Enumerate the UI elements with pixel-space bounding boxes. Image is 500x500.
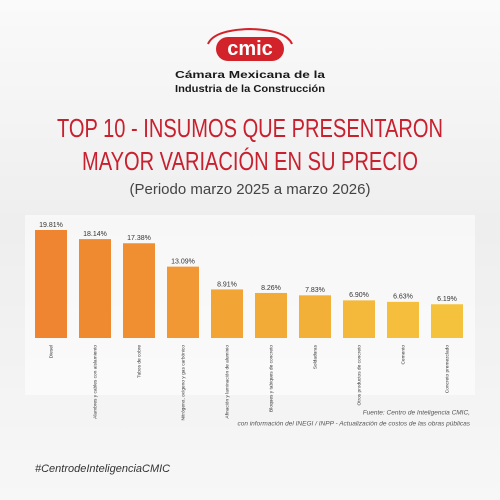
value-label: 13.09% — [171, 258, 195, 265]
value-label: 6.90% — [349, 292, 369, 299]
value-label: 18.14% — [83, 231, 107, 238]
value-label: 17.38% — [127, 235, 151, 242]
plot: 19.81% Diesel 18.14% Alambres y cables con … — [35, 222, 463, 421]
bar — [35, 230, 67, 338]
bar — [167, 266, 199, 338]
value-label: 8.26% — [261, 285, 281, 292]
x-tick-label: Afinación y laminación de aluminio — [224, 345, 230, 419]
logo-text: cmic — [227, 38, 273, 60]
x-tick-label: Otros productos de concreto — [356, 345, 362, 406]
x-tick-label: Diesel — [48, 345, 54, 358]
bar — [211, 289, 243, 338]
x-tick-label: Nitrógeno, oxígeno y gas carbónico — [180, 345, 186, 421]
value-label: 7.83% — [305, 287, 325, 294]
x-tick-label: Concreto premezclado — [444, 345, 450, 394]
bar — [79, 239, 111, 338]
organization: Industria de la Construcción — [175, 83, 325, 95]
logo: cmic — [207, 27, 293, 61]
x-tick-label: Alambres y cables con aislamiento — [92, 345, 98, 419]
value-label: 6.63% — [393, 294, 413, 301]
bar — [123, 243, 155, 338]
x-tick-label: Tubos de cobre — [136, 345, 142, 378]
chart-title: TOP 10 - INSUMOS QUE PRESENTARON — [57, 113, 443, 143]
bar — [343, 300, 375, 338]
value-label: 6.19% — [437, 296, 457, 303]
organization: Cámara Mexicana de la — [175, 69, 325, 81]
value-label: 8.91% — [217, 281, 237, 288]
source: con información del INEGI / INPP - Actua… — [237, 421, 470, 428]
bar — [299, 295, 331, 338]
hashtag: #CentrodeInteligenciaCMIC — [35, 463, 170, 475]
x-tick-label: Soldaduras — [312, 344, 318, 369]
source: Fuente: Centro de Inteligencia CMIC, — [363, 410, 470, 417]
x-tick-label: Bloques y tabiques de concreto — [268, 345, 274, 412]
value-label: 19.81% — [39, 222, 63, 229]
x-tick-label: Cemento — [400, 345, 406, 365]
bar — [431, 304, 463, 338]
bar — [387, 301, 419, 338]
chart-title: MAYOR VARIACIÓN EN SU PRECIO — [82, 146, 418, 176]
chart-subtitle: (Periodo marzo 2025 a marzo 2026) — [130, 181, 371, 198]
bar — [255, 292, 287, 338]
